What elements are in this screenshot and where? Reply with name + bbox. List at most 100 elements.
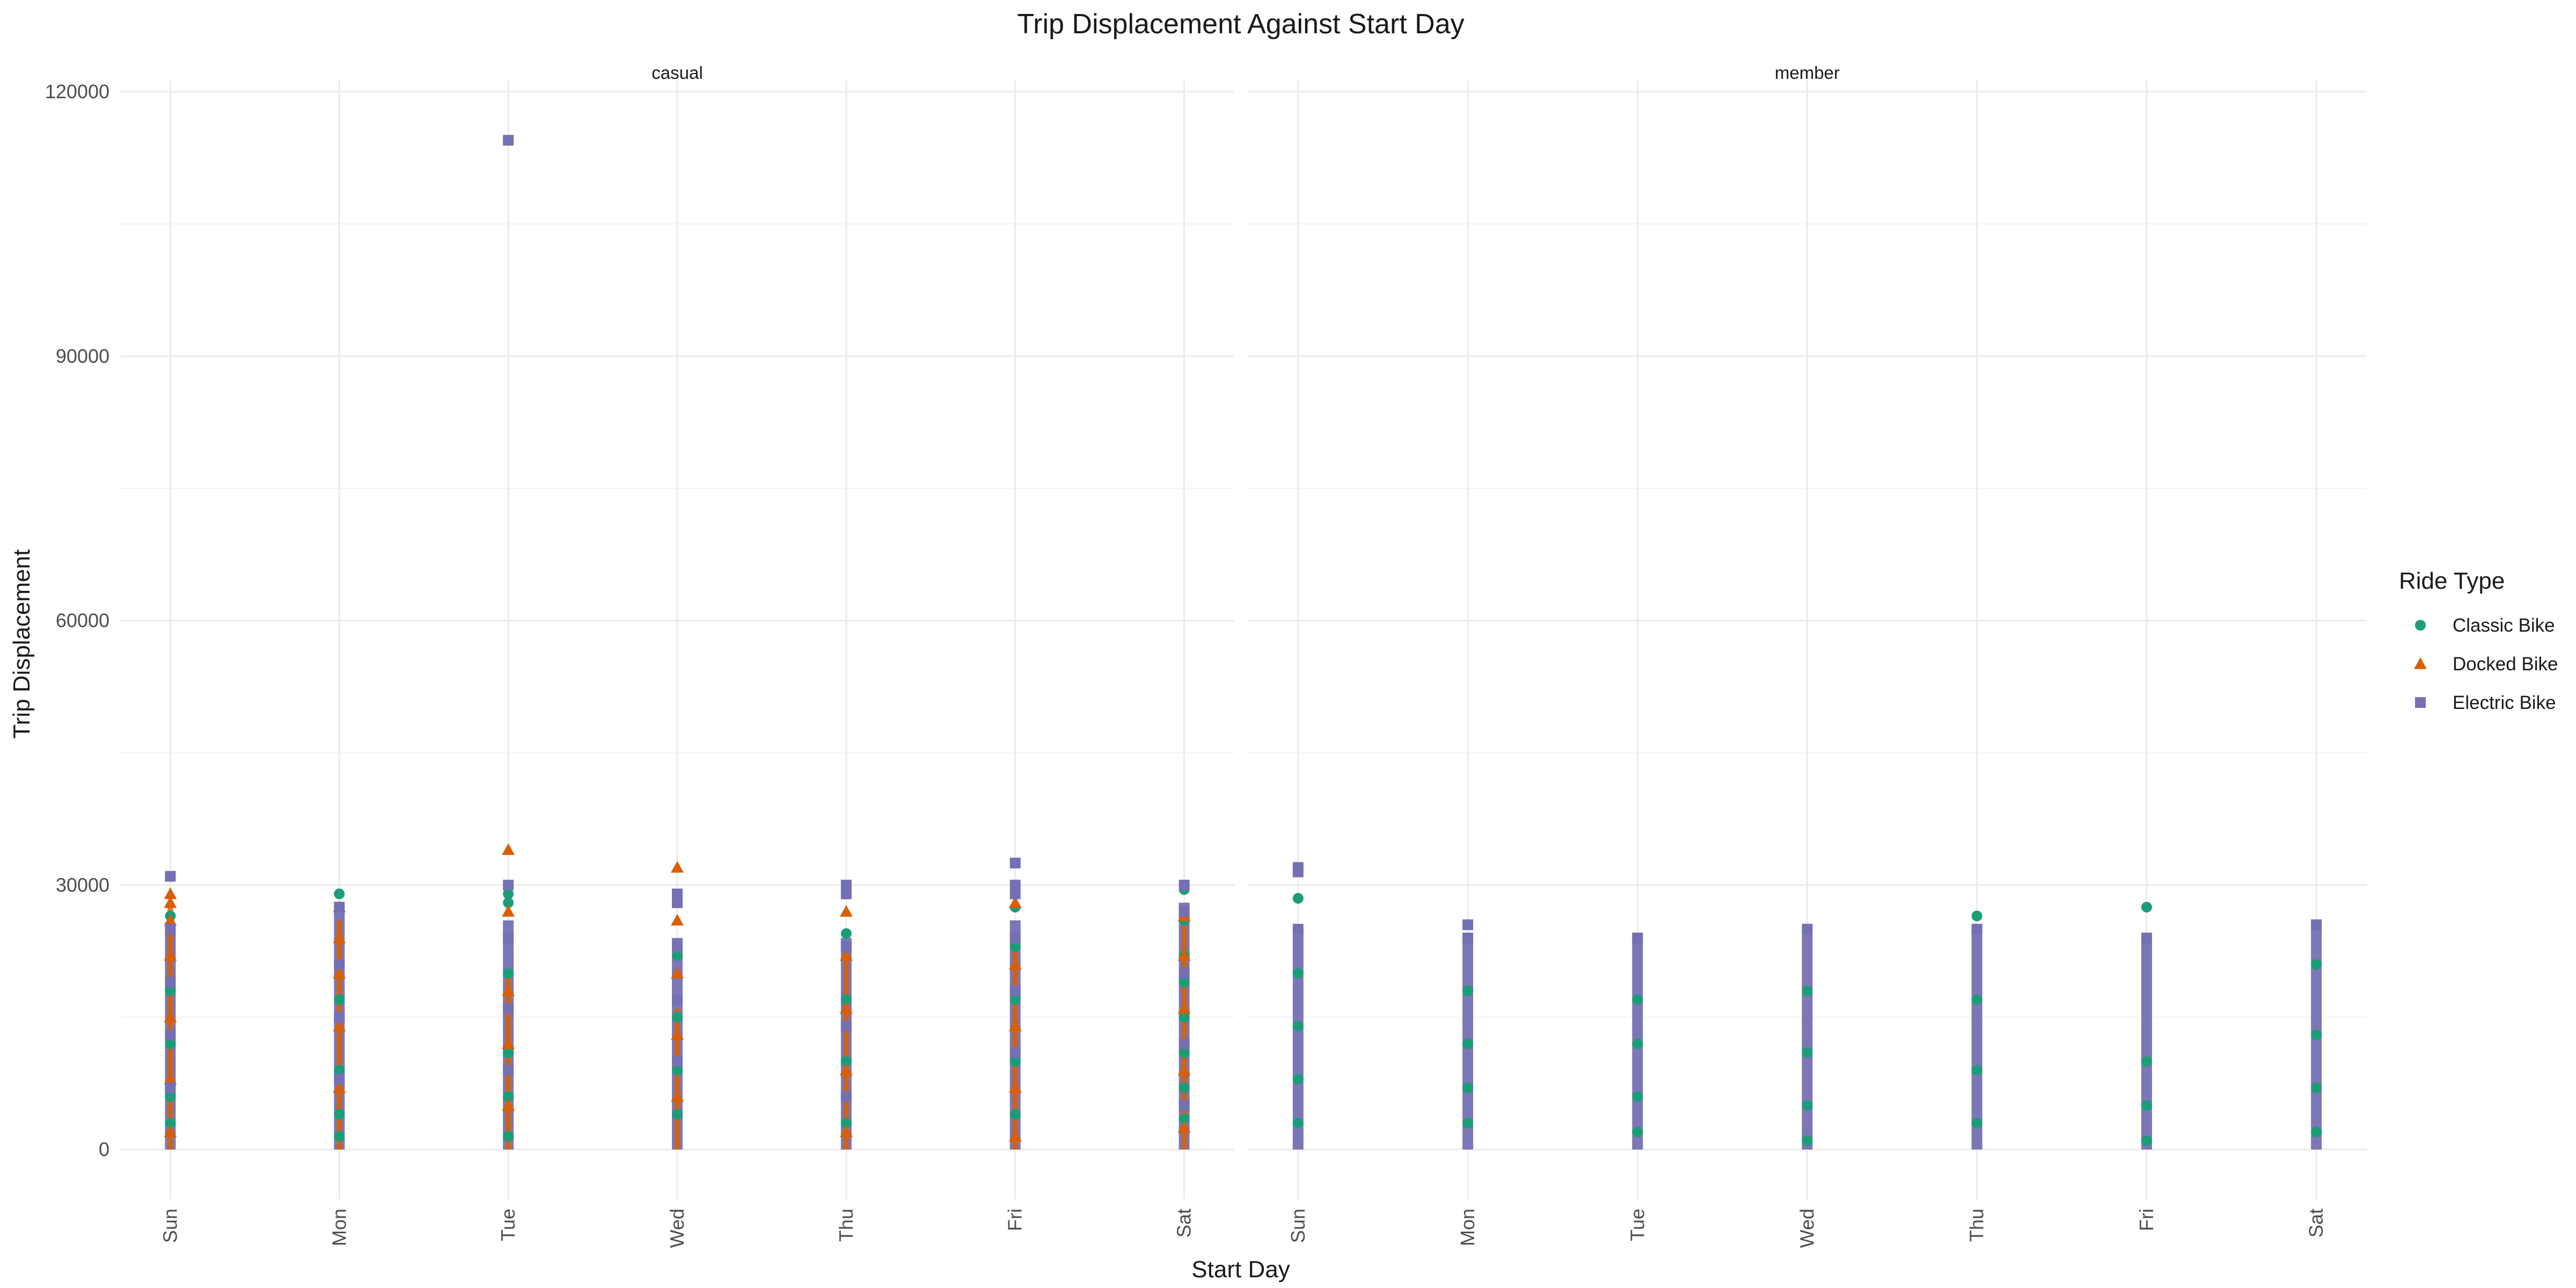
data-point <box>503 888 514 899</box>
data-point <box>1179 1038 1190 1049</box>
data-point <box>840 888 852 899</box>
data-point <box>165 870 176 882</box>
grid-layer <box>120 80 2367 1199</box>
data-point <box>334 1131 345 1142</box>
data-point <box>671 861 684 873</box>
data-point <box>1802 985 1813 997</box>
data-point <box>840 880 852 891</box>
data-point <box>503 880 514 891</box>
data-point <box>671 1028 684 1041</box>
data-point <box>1009 1056 1021 1067</box>
data-point <box>1179 1012 1190 1023</box>
x-tick-label: Sun <box>1287 1209 1309 1243</box>
legend-label: Classic Bike <box>2453 615 2555 636</box>
data-point <box>2141 902 2152 913</box>
data-point <box>334 1073 345 1085</box>
point-column <box>1971 929 1982 1150</box>
data-point <box>1462 932 1474 943</box>
data-point <box>1292 924 1304 935</box>
facet-strips: casual member <box>652 63 1840 83</box>
data-point <box>839 905 853 917</box>
point-column <box>675 1008 680 1150</box>
data-point <box>1292 1073 1304 1085</box>
data-point <box>164 1072 177 1085</box>
data-point <box>1177 1002 1191 1014</box>
data-point <box>671 967 684 979</box>
data-point <box>333 1081 346 1093</box>
legend-key <box>2414 657 2427 669</box>
x-tick-label: Tue <box>1626 1209 1648 1241</box>
x-tick-label: Fri <box>2135 1209 2157 1231</box>
data-point <box>1462 919 1474 931</box>
data-point <box>1179 1047 1190 1058</box>
data-point <box>672 1109 683 1120</box>
data-point <box>2141 932 2152 943</box>
data-point <box>1008 896 1022 908</box>
x-tick-label: Tue <box>497 1209 519 1241</box>
data-point <box>1009 888 1021 899</box>
facet-strip-label: member <box>1775 63 1840 83</box>
data-point <box>1632 932 1643 943</box>
point-column <box>1012 938 1018 1150</box>
data-point <box>1802 1135 1813 1146</box>
data-point <box>503 932 514 943</box>
data-point <box>165 976 176 987</box>
data-point <box>1008 1081 1022 1093</box>
data-point <box>840 1021 852 1032</box>
y-tick-label: 0 <box>99 1138 109 1160</box>
data-point <box>1292 892 1304 904</box>
data-point <box>1971 1065 1982 1076</box>
x-tick-label: Sun <box>159 1209 181 1243</box>
data-point <box>1802 1100 1813 1111</box>
data-point <box>165 1082 176 1094</box>
facet-strip-label: casual <box>652 63 702 83</box>
data-point <box>1292 1021 1304 1032</box>
data-point <box>503 1003 514 1014</box>
data-point <box>2311 919 2322 931</box>
data-point <box>334 959 345 970</box>
y-axis-ticks: 0 30000 60000 90000 120000 <box>45 80 109 1160</box>
data-point <box>1462 985 1474 997</box>
data-point <box>503 1091 514 1102</box>
y-tick-label: 30000 <box>56 874 109 896</box>
data-point <box>1177 1064 1191 1075</box>
data-point <box>164 949 177 961</box>
data-point <box>2311 959 2322 970</box>
data-point <box>671 1090 684 1102</box>
chart-title: Trip Displacement Against Start Day <box>1017 9 1464 40</box>
data-point <box>1632 994 1643 1005</box>
x-tick-label: Wed <box>1796 1209 1818 1248</box>
legend-key <box>2415 620 2426 631</box>
data-point <box>1008 1130 1022 1141</box>
data-point <box>2311 1126 2322 1138</box>
data-point <box>164 913 177 926</box>
y-tick-label: 60000 <box>56 610 109 632</box>
x-tick-label: Sat <box>2305 1209 2327 1238</box>
point-column <box>2141 938 2152 1150</box>
data-point <box>334 902 345 913</box>
data-point <box>1292 866 1304 877</box>
data-point <box>1177 949 1191 961</box>
data-point <box>672 1012 683 1023</box>
data-point <box>1802 924 1813 935</box>
data-point <box>1802 1047 1813 1058</box>
data-point <box>502 984 515 996</box>
data-point <box>2141 1100 2152 1111</box>
data-point <box>165 1038 176 1049</box>
data-point <box>1179 1082 1190 1094</box>
data-point <box>1008 1020 1022 1031</box>
point-column <box>1181 911 1187 1150</box>
data-point <box>840 1056 852 1067</box>
data-point <box>1632 1038 1643 1049</box>
data-point <box>1179 976 1190 987</box>
data-point <box>165 924 176 935</box>
x-tick-label: Sat <box>1173 1209 1195 1238</box>
x-tick-label: Thu <box>835 1209 857 1242</box>
point-column <box>1292 929 1304 1150</box>
data-point <box>164 1125 177 1137</box>
data-point <box>503 1047 514 1058</box>
data-point <box>1008 958 1022 970</box>
data-point <box>672 897 683 909</box>
point-column <box>336 920 342 1150</box>
